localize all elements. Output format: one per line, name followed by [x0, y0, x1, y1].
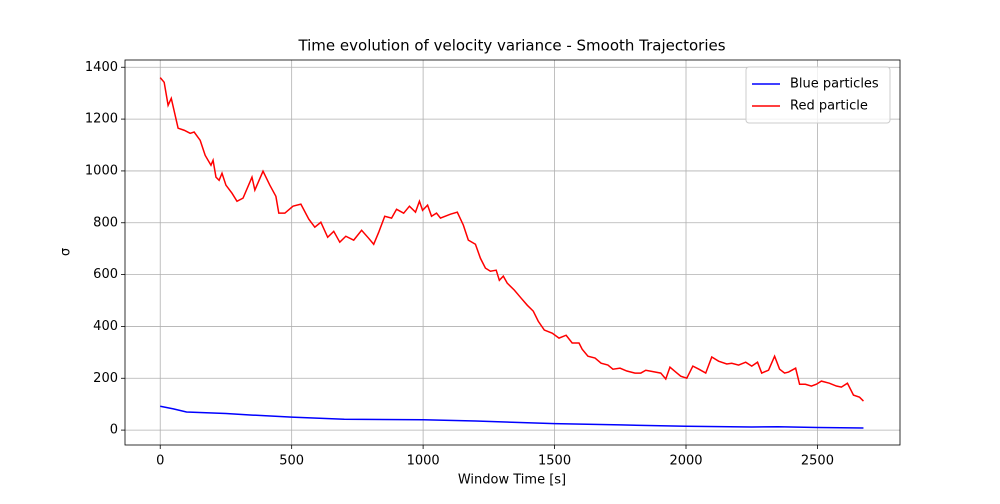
legend-label: Red particle: [790, 99, 868, 114]
y-tick-label: 1400: [85, 60, 118, 75]
y-tick-label: 200: [93, 371, 118, 386]
y-tick-label: 800: [93, 215, 118, 230]
legend-label: Blue particles: [790, 77, 879, 92]
y-tick-label: 0: [110, 423, 118, 438]
legend: Blue particles Red particle: [745, 66, 891, 124]
x-tick-label: 2500: [801, 454, 834, 469]
data-line: [160, 405, 864, 429]
legend-box: [745, 66, 891, 124]
x-tick-label: 0: [156, 454, 164, 469]
plot-lines: [159, 77, 864, 429]
x-axis-label: Window Time [s]: [458, 473, 566, 488]
y-tick-label: 1200: [85, 112, 118, 127]
y-tick-label: 400: [93, 319, 118, 334]
axes: 0 500 1000 1500 2000 2500 0 200 400 600 800 1000 120…: [85, 60, 834, 469]
x-tick-label: 500: [279, 454, 304, 469]
x-tick-label: 1000: [407, 454, 440, 469]
y-tick-label: 1000: [85, 163, 118, 178]
y-axis-label: σ: [59, 248, 74, 256]
data-line: [159, 77, 864, 402]
plot-frame: [124, 59, 901, 446]
chart-title: Time evolution of velocity variance - Sm…: [297, 37, 725, 55]
y-tick-label: 600: [93, 267, 118, 282]
x-tick-label: 2000: [669, 454, 702, 469]
x-tick-label: 1500: [538, 454, 571, 469]
